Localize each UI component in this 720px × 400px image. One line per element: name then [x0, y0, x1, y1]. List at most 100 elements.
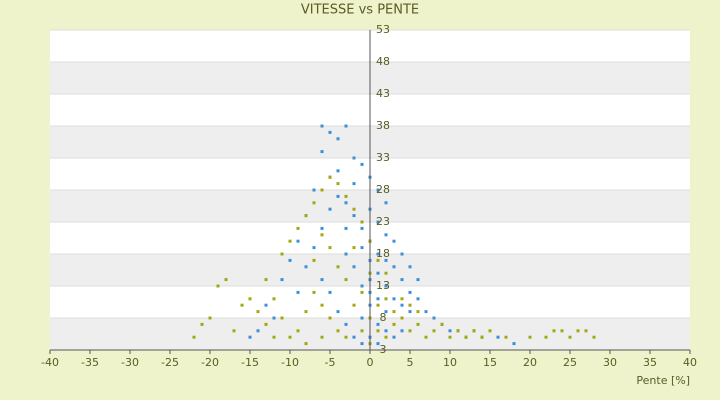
- point: [312, 258, 316, 262]
- point: [320, 188, 324, 192]
- point: [544, 335, 548, 339]
- point: [320, 233, 324, 237]
- point: [392, 322, 396, 326]
- point: [376, 188, 380, 192]
- point: [320, 150, 324, 154]
- point: [424, 310, 428, 314]
- point: [360, 316, 364, 320]
- x-tick-label: -20: [201, 356, 219, 369]
- chart-title: VITESSE vs PENTE: [301, 3, 419, 18]
- point: [480, 335, 484, 339]
- point: [376, 329, 380, 333]
- point: [392, 265, 396, 269]
- y-tick-label: 38: [376, 119, 390, 132]
- point: [336, 182, 340, 186]
- x-tick-label: -30: [121, 356, 139, 369]
- point: [400, 329, 404, 333]
- y-tick-label: 43: [376, 87, 390, 100]
- point: [296, 290, 300, 294]
- point: [376, 322, 380, 326]
- point: [248, 335, 252, 339]
- point: [312, 201, 316, 205]
- point: [392, 239, 396, 243]
- point: [400, 297, 404, 301]
- point: [496, 335, 500, 339]
- point: [400, 252, 404, 256]
- point: [288, 239, 292, 243]
- point: [344, 124, 348, 128]
- x-tick-label: -35: [81, 356, 99, 369]
- x-tick-label: 0: [367, 356, 374, 369]
- point: [296, 329, 300, 333]
- point: [352, 335, 356, 339]
- x-tick-label: 35: [643, 356, 657, 369]
- point: [408, 310, 412, 314]
- point: [336, 265, 340, 269]
- point: [552, 329, 556, 333]
- point: [360, 284, 364, 288]
- point: [320, 124, 324, 128]
- point: [376, 220, 380, 224]
- point: [296, 226, 300, 230]
- x-tick-label: 5: [407, 356, 414, 369]
- point: [232, 329, 236, 333]
- point: [272, 316, 276, 320]
- point: [352, 207, 356, 211]
- point: [576, 329, 580, 333]
- y-tick-label: 8: [380, 311, 387, 324]
- point: [264, 303, 268, 307]
- x-tick-label: 10: [443, 356, 457, 369]
- point: [408, 329, 412, 333]
- point: [376, 297, 380, 301]
- y-tick-label: 13: [376, 279, 390, 292]
- point: [384, 284, 388, 288]
- point: [432, 329, 436, 333]
- x-tick-label: -10: [281, 356, 299, 369]
- point: [360, 290, 364, 294]
- point: [424, 335, 428, 339]
- point: [384, 271, 388, 275]
- point: [408, 265, 412, 269]
- y-tick-label: 33: [376, 151, 390, 164]
- point: [296, 239, 300, 243]
- point: [568, 335, 572, 339]
- point: [224, 278, 228, 282]
- point: [592, 335, 596, 339]
- point: [472, 329, 476, 333]
- point: [384, 201, 388, 205]
- x-tick-label: 15: [483, 356, 497, 369]
- point: [352, 246, 356, 250]
- x-tick-label: -40: [41, 356, 59, 369]
- point: [344, 278, 348, 282]
- point: [400, 316, 404, 320]
- point: [336, 310, 340, 314]
- point: [304, 265, 308, 269]
- y-tick-label: 53: [376, 23, 390, 36]
- point: [384, 233, 388, 237]
- point: [376, 252, 380, 256]
- point: [360, 342, 364, 346]
- point: [376, 303, 380, 307]
- point: [384, 258, 388, 262]
- point: [384, 297, 388, 301]
- point: [488, 329, 492, 333]
- point: [344, 322, 348, 326]
- point: [320, 278, 324, 282]
- point: [240, 303, 244, 307]
- point: [344, 226, 348, 230]
- point: [328, 246, 332, 250]
- x-tick-label: 20: [523, 356, 537, 369]
- point: [512, 342, 516, 346]
- point: [328, 290, 332, 294]
- point: [248, 297, 252, 301]
- point: [320, 303, 324, 307]
- point: [344, 201, 348, 205]
- point: [504, 335, 508, 339]
- point: [328, 316, 332, 320]
- point: [432, 316, 436, 320]
- point: [448, 335, 452, 339]
- point: [400, 303, 404, 307]
- point: [344, 194, 348, 198]
- y-tick-label: 48: [376, 55, 390, 68]
- point: [560, 329, 564, 333]
